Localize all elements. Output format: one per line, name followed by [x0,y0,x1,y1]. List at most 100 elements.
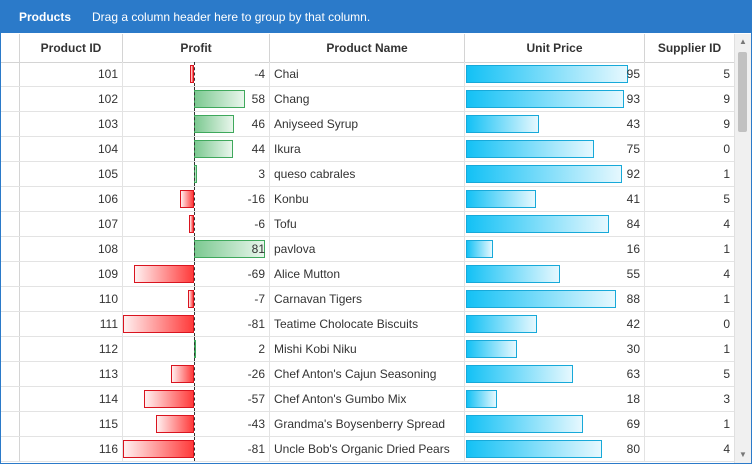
column-header-unit-price[interactable]: Unit Price [465,34,645,62]
cell-profit[interactable]: -16 [123,187,270,211]
cell-supplier-id[interactable]: 9 [723,92,730,106]
cell-profit[interactable]: 46 [123,112,270,136]
cell-profit[interactable]: 58 [123,87,270,111]
row-indicator[interactable] [1,312,20,336]
cell-profit[interactable]: -57 [123,387,270,411]
cell-product-id[interactable]: 109 [20,262,123,286]
vertical-scrollbar[interactable]: ▲ ▼ [734,34,751,463]
table-row[interactable]: 104 44 Ikura 75 0 [1,137,734,162]
scroll-up-arrow-icon[interactable]: ▲ [739,37,747,46]
cell-product-name[interactable]: Chef Anton's Cajun Seasoning [270,362,465,386]
row-indicator[interactable] [1,112,20,136]
cell-profit[interactable]: -6 [123,212,270,236]
cell-supplier-id[interactable]: 9 [723,117,730,131]
cell-product-name[interactable]: Uncle Bob's Organic Dried Pears [270,437,465,461]
cell-product-id[interactable]: 101 [20,62,123,86]
column-header-product-name[interactable]: Product Name [270,34,465,62]
cell-profit[interactable]: 3 [123,162,270,186]
table-row[interactable]: 115 -43 Grandma's Boysenberry Spread 69 1 [1,412,734,437]
cell-product-name[interactable]: Tofu [270,212,465,236]
row-indicator[interactable] [1,287,20,311]
cell-profit[interactable]: 2 [123,337,270,361]
row-indicator[interactable] [1,237,20,261]
cell-product-id[interactable]: 112 [20,337,123,361]
cell-product-id[interactable]: 113 [20,362,123,386]
table-row[interactable]: 110 -7 Carnavan Tigers 88 1 [1,287,734,312]
cell-unit-price[interactable]: 41 [465,187,645,211]
cell-profit[interactable]: -43 [123,412,270,436]
cell-product-name[interactable]: Aniyseed Syrup [270,112,465,136]
row-indicator[interactable] [1,212,20,236]
cell-supplier-id[interactable]: 5 [723,67,730,81]
table-row[interactable]: 113 -26 Chef Anton's Cajun Seasoning 63 5 [1,362,734,387]
cell-unit-price[interactable]: 93 [465,87,645,111]
cell-profit[interactable]: -26 [123,362,270,386]
cell-unit-price[interactable]: 16 [465,237,645,261]
table-row[interactable]: 112 2 Mishi Kobi Niku 30 1 [1,337,734,362]
cell-product-id[interactable]: 116 [20,437,123,461]
cell-product-id[interactable]: 106 [20,187,123,211]
cell-unit-price[interactable]: 84 [465,212,645,236]
cell-supplier-id[interactable]: 1 [723,292,730,306]
cell-product-name[interactable]: Chang [270,87,465,111]
cell-unit-price[interactable]: 63 [465,362,645,386]
row-indicator[interactable] [1,437,20,461]
cell-product-id[interactable]: 104 [20,137,123,161]
cell-supplier-id[interactable]: 0 [723,317,730,331]
row-indicator[interactable] [1,137,20,161]
cell-supplier-id[interactable]: 5 [723,367,730,381]
table-row[interactable]: 101 -4 Chai 95 5 [1,62,734,87]
cell-profit[interactable]: -4 [123,62,270,86]
cell-unit-price[interactable]: 88 [465,287,645,311]
cell-unit-price[interactable]: 69 [465,412,645,436]
cell-product-id[interactable]: 108 [20,237,123,261]
cell-product-id[interactable]: 107 [20,212,123,236]
cell-unit-price[interactable]: 80 [465,437,645,461]
cell-product-id[interactable]: 114 [20,387,123,411]
cell-product-id[interactable]: 110 [20,287,123,311]
group-panel[interactable]: Products Drag a column header here to gr… [1,1,751,33]
cell-product-name[interactable]: Chef Anton's Gumbo Mix [270,387,465,411]
cell-product-id[interactable]: 111 [20,312,123,336]
cell-profit[interactable]: -81 [123,312,270,336]
column-header-product-id[interactable]: Product ID [20,34,123,62]
table-row[interactable]: 109 -69 Alice Mutton 55 4 [1,262,734,287]
scrollbar-thumb[interactable] [738,52,747,132]
cell-profit[interactable]: -81 [123,437,270,461]
table-row[interactable]: 116 -81 Uncle Bob's Organic Dried Pears 80 4 [1,437,734,462]
cell-unit-price[interactable]: 18 [465,387,645,411]
row-indicator[interactable] [1,62,20,86]
cell-supplier-id[interactable]: 4 [723,217,730,231]
cell-product-name[interactable]: Mishi Kobi Niku [270,337,465,361]
cell-supplier-id[interactable]: 1 [723,242,730,256]
cell-product-name[interactable]: queso cabrales [270,162,465,186]
cell-product-id[interactable]: 115 [20,412,123,436]
cell-unit-price[interactable]: 42 [465,312,645,336]
table-row[interactable]: 111 -81 Teatime Cholocate Biscuits 42 0 [1,312,734,337]
cell-product-id[interactable]: 105 [20,162,123,186]
column-header-profit[interactable]: Profit [123,34,270,62]
cell-supplier-id[interactable]: 3 [723,392,730,406]
cell-supplier-id[interactable]: 1 [723,342,730,356]
row-indicator[interactable] [1,187,20,211]
row-indicator[interactable] [1,87,20,111]
cell-product-id[interactable]: 103 [20,112,123,136]
row-indicator[interactable] [1,412,20,436]
table-row[interactable]: 114 -57 Chef Anton's Gumbo Mix 18 3 [1,387,734,412]
cell-supplier-id[interactable]: 0 [723,142,730,156]
cell-product-name[interactable]: Grandma's Boysenberry Spread [270,412,465,436]
cell-supplier-id[interactable]: 5 [723,192,730,206]
cell-unit-price[interactable]: 55 [465,262,645,286]
cell-product-name[interactable]: Carnavan Tigers [270,287,465,311]
cell-unit-price[interactable]: 75 [465,137,645,161]
cell-product-name[interactable]: pavlova [270,237,465,261]
table-row[interactable]: 102 58 Chang 93 9 [1,87,734,112]
row-indicator[interactable] [1,337,20,361]
row-indicator[interactable] [1,262,20,286]
cell-unit-price[interactable]: 92 [465,162,645,186]
table-row[interactable]: 107 -6 Tofu 84 4 [1,212,734,237]
table-row[interactable]: 106 -16 Konbu 41 5 [1,187,734,212]
cell-supplier-id[interactable]: 4 [723,267,730,281]
scroll-down-arrow-icon[interactable]: ▼ [739,450,747,459]
cell-profit[interactable]: -7 [123,287,270,311]
